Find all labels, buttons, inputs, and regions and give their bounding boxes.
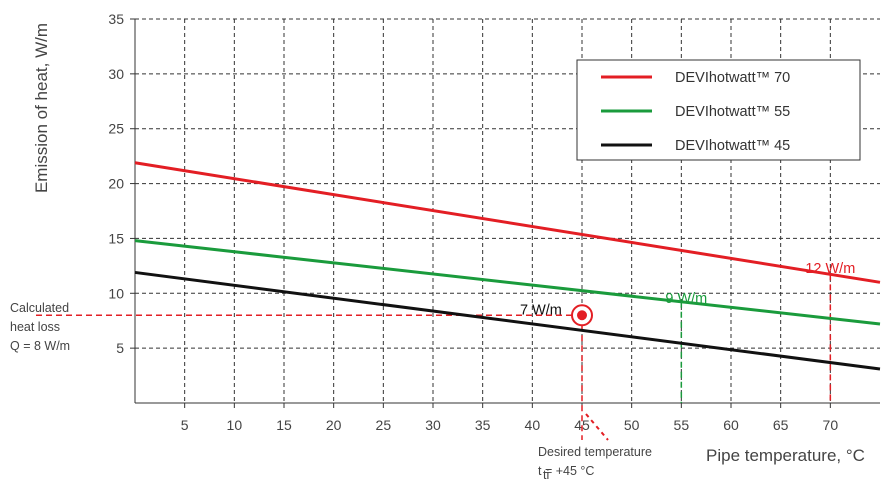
x-tick-label-10: 10 [227, 417, 243, 433]
series-line-1 [134, 239, 881, 326]
x-tick-label-15: 15 [276, 417, 292, 433]
y-tick-label-15: 15 [108, 230, 124, 246]
x-tick-label-70: 70 [823, 417, 839, 433]
x-tick-label-65: 65 [773, 417, 789, 433]
operating-point-dot [577, 310, 587, 321]
x-tick-label-45: 45 [574, 417, 590, 433]
heat-loss-label-line-2: heat loss [10, 320, 60, 334]
value-label-70: 12 W/m [805, 261, 855, 277]
chart-axes [134, 19, 880, 404]
legend-label-70: DEVIhotwatt™ 70 [675, 70, 790, 86]
legend: DEVIhotwatt™ 70 DEVIhotwatt™ 55 DEVIhotw… [576, 59, 861, 161]
y-tick-label-35: 35 [108, 11, 124, 27]
x-tick-label-55: 55 [674, 417, 690, 433]
series-lines [134, 161, 881, 371]
y-tick-label-10: 10 [108, 285, 124, 301]
desired-temp-pointer-line [585, 413, 609, 441]
x-tick-label-60: 60 [723, 417, 739, 433]
x-axis-title: Pipe temperature, °C [706, 446, 865, 465]
y-axis-ticks: 5 10 15 20 25 30 35 [108, 11, 135, 356]
x-tick-label-20: 20 [326, 417, 342, 433]
x-tick-label-35: 35 [475, 417, 491, 433]
heat-loss-label-line-1: Calculated [10, 301, 69, 315]
markers [571, 304, 593, 327]
x-axis-ticks: 5 10 15 20 25 30 35 40 45 50 55 60 65 70 [181, 403, 839, 433]
legend-label-55: DEVIhotwatt™ 55 [675, 104, 790, 120]
y-tick-label-25: 25 [108, 121, 124, 137]
legend-label-45: DEVIhotwatt™ 45 [675, 138, 790, 154]
x-tick-label-25: 25 [376, 417, 392, 433]
value-label-55: 9 W/m [665, 291, 707, 307]
x-tick-label-50: 50 [624, 417, 640, 433]
desired-temperature-subscript: ti [543, 468, 549, 482]
series-line-0 [134, 161, 881, 284]
desired-temperature-label: Desired temperature [538, 445, 652, 459]
series-line-2 [134, 270, 881, 371]
guide-lines [36, 274, 832, 441]
y-axis-title: Emission of heat, W/m [32, 23, 51, 193]
y-tick-label-20: 20 [108, 176, 124, 192]
heat-loss-label-line-3: Q = 8 W/m [10, 339, 70, 353]
x-tick-label-40: 40 [525, 417, 541, 433]
desired-temperature-value: t = +45 °C [538, 464, 594, 478]
y-tick-label-30: 30 [108, 66, 124, 82]
x-tick-label-5: 5 [181, 417, 189, 433]
y-tick-label-5: 5 [116, 340, 124, 356]
x-tick-label-30: 30 [425, 417, 441, 433]
value-label-45: 7 W/m [520, 303, 562, 319]
